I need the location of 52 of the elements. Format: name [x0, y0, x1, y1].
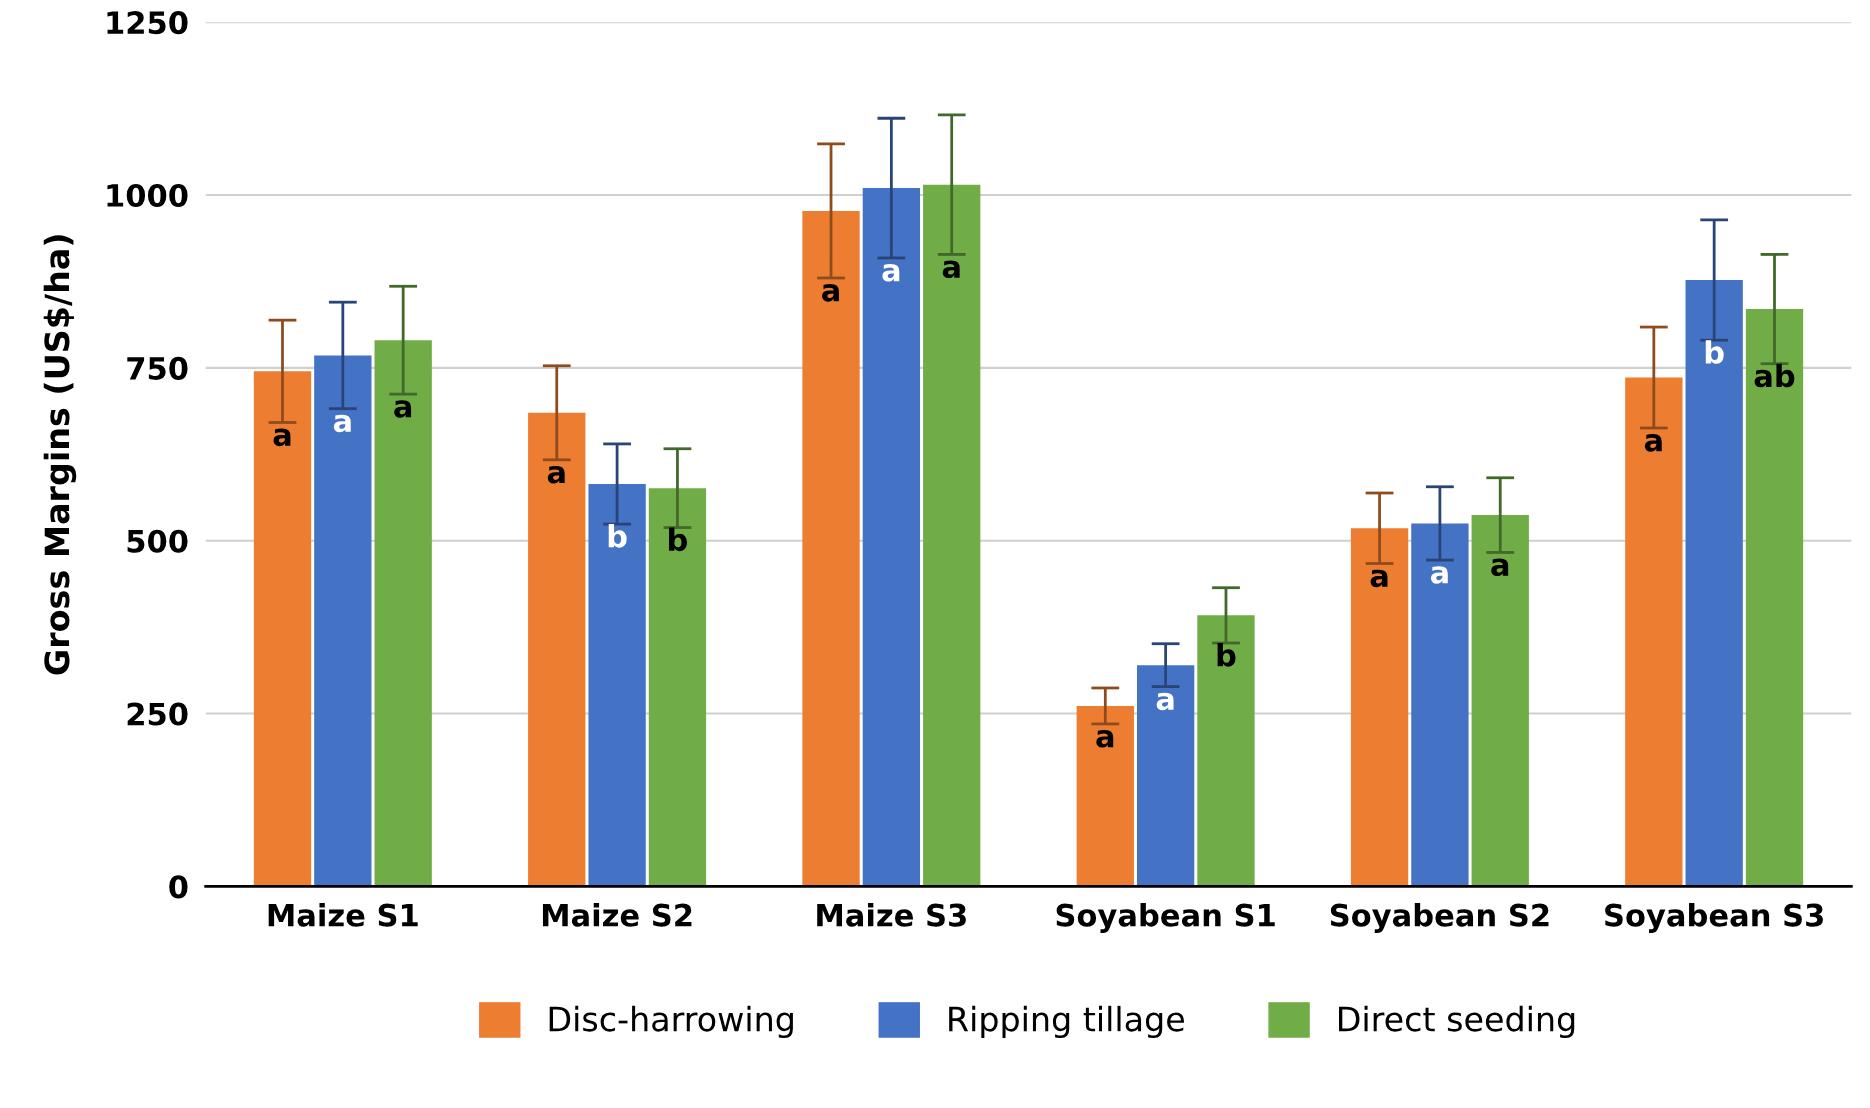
bar	[1350, 528, 1409, 887]
bar	[802, 210, 860, 887]
bar	[1685, 280, 1743, 887]
bar	[528, 412, 586, 887]
y-tick-label: 1250	[107, 11, 188, 35]
data-label: a	[1491, 558, 1509, 577]
bar	[1625, 377, 1683, 887]
x-tick-label: Soyabean S1	[1056, 903, 1275, 933]
data-label: b	[1705, 340, 1724, 364]
bar	[588, 484, 646, 887]
x-tick-label: Maize S2	[542, 903, 692, 927]
data-label: a	[273, 428, 291, 447]
data-label: a	[1430, 566, 1448, 584]
x-tick-label: Maize S3	[817, 903, 966, 927]
bar	[374, 340, 432, 887]
bar	[862, 188, 921, 887]
data-label: a	[1096, 730, 1114, 748]
data-label: a	[822, 284, 839, 302]
x-tick-label: Maize S1	[268, 903, 418, 927]
data-label: a	[882, 264, 900, 282]
bar	[1197, 615, 1255, 887]
y-tick-label: 750	[127, 356, 188, 380]
legend-label: Ripping tillage	[949, 1005, 1184, 1039]
bar	[1471, 515, 1529, 887]
legend-label: Disc-harrowing	[549, 1005, 793, 1039]
data-label: a	[942, 260, 960, 279]
y-tick-label: 250	[127, 702, 188, 726]
x-tick-label: Soyabean S2	[1330, 903, 1549, 933]
legend-label: Direct seeding	[1339, 1005, 1575, 1039]
data-label: a	[1370, 569, 1388, 588]
data-label: b	[1217, 643, 1236, 667]
data-label: a	[1644, 434, 1662, 452]
bar	[923, 184, 981, 887]
y-axis-title: Gross Margins (US$/ha)	[43, 235, 77, 675]
bar	[648, 488, 707, 887]
bar	[1136, 665, 1195, 887]
data-label: a	[333, 414, 351, 433]
bar	[314, 355, 372, 887]
data-label: a	[1156, 692, 1174, 711]
data-label: a	[394, 400, 412, 418]
data-label: b	[669, 527, 687, 552]
x-tick-label: Soyabean S3	[1605, 903, 1823, 933]
y-tick-label: 0	[169, 875, 188, 899]
y-tick-label: 500	[127, 529, 188, 553]
data-label: ab	[1754, 363, 1795, 388]
bar	[253, 371, 312, 887]
y-tick-label: 1000	[107, 183, 188, 208]
bar	[1745, 309, 1804, 887]
data-label: b	[608, 524, 627, 548]
bar	[1076, 705, 1134, 887]
data-label: a	[547, 465, 565, 484]
bar	[1411, 523, 1469, 887]
